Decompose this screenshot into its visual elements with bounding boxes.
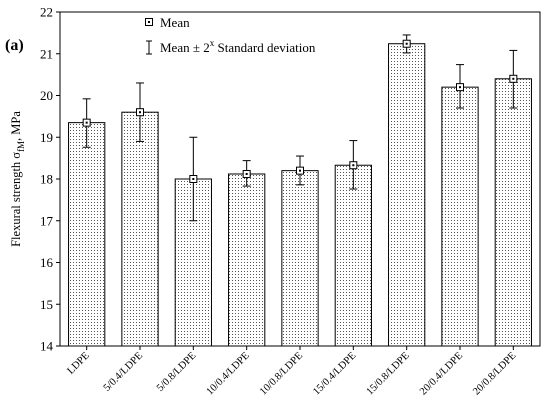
bar bbox=[494, 78, 532, 347]
bar bbox=[121, 111, 159, 347]
y-axis-title-unit: , MPa bbox=[9, 111, 23, 141]
legend-sd-suffix: Standard deviation bbox=[214, 40, 316, 55]
mean-marker-dot bbox=[139, 111, 141, 114]
bar bbox=[281, 170, 319, 347]
y-tick-label: 14 bbox=[40, 339, 54, 354]
x-tick-label: 20/0.4/LDPE bbox=[418, 350, 465, 397]
legend-sd-label: Mean ± 2x Standard deviation bbox=[160, 38, 316, 55]
bar bbox=[388, 43, 426, 347]
mean-marker-dot bbox=[512, 77, 515, 80]
legend: Mean Mean ± 2x Standard deviation bbox=[145, 15, 316, 55]
mean-marker-dot bbox=[245, 172, 248, 175]
bar bbox=[441, 86, 479, 347]
y-tick-label: 21 bbox=[40, 46, 53, 61]
mean-marker-dot bbox=[85, 121, 88, 124]
bar bbox=[334, 164, 372, 347]
y-axis-title-subscript: fM bbox=[16, 141, 26, 152]
mean-marker-dot bbox=[299, 169, 301, 172]
plot-frame bbox=[59, 11, 541, 347]
panel-label: (a) bbox=[5, 37, 24, 54]
y-axis-title-main: Flexural strength σ bbox=[9, 152, 23, 247]
x-tick-label: 15/0.4/LDPE bbox=[311, 350, 358, 397]
x-tick-label: 10/0.4/LDPE bbox=[205, 350, 252, 397]
legend-mean-label: Mean bbox=[160, 15, 190, 30]
legend-sd-prefix: Mean ± 2 bbox=[160, 40, 210, 55]
legend-sd-superscript: x bbox=[210, 38, 215, 48]
y-tick-label: 20 bbox=[40, 88, 53, 103]
legend-errorbar-icon bbox=[146, 40, 152, 55]
x-tick-label: 15/0.8/LDPE bbox=[365, 350, 412, 397]
x-tick-label: LDPE bbox=[65, 350, 91, 376]
x-tick-label: 20/0.8/LDPE bbox=[471, 350, 518, 397]
y-tick-label: 16 bbox=[40, 255, 54, 270]
mean-marker-dot bbox=[459, 86, 461, 89]
plot-area: LDPE 5/0.4/LDPE 5/0.8/LDPE 10/0.4/LDPE 10/0.… bbox=[40, 5, 541, 398]
x-tick-label: 10/0.8/LDPE bbox=[258, 350, 305, 397]
y-tick-label: 15 bbox=[40, 297, 53, 312]
mean-marker-dot bbox=[352, 164, 355, 167]
mean-marker-dot bbox=[405, 42, 408, 45]
bar bbox=[228, 173, 266, 347]
x-tick-label: 5/0.4/LDPE bbox=[102, 350, 145, 393]
y-axis-title: Flexural strength σfM, MPa bbox=[9, 111, 26, 247]
x-tick-label: 5/0.8/LDPE bbox=[155, 350, 198, 393]
y-tick-label: 19 bbox=[40, 130, 53, 145]
y-tick-label: 17 bbox=[40, 213, 54, 228]
bar bbox=[68, 122, 106, 347]
legend-mean-marker-dot-icon bbox=[148, 21, 150, 23]
y-tick-label: 22 bbox=[40, 5, 53, 20]
mean-marker-dot bbox=[192, 178, 195, 180]
y-tick-label: 18 bbox=[40, 172, 53, 187]
